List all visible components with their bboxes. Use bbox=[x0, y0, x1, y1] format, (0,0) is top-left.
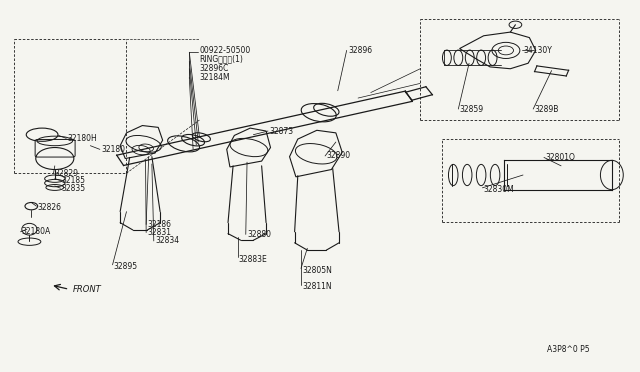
Text: 32180A: 32180A bbox=[22, 227, 51, 236]
Text: 32180H: 32180H bbox=[67, 134, 97, 143]
Text: 32805N: 32805N bbox=[302, 266, 332, 275]
Text: 32896: 32896 bbox=[349, 46, 372, 55]
Text: 32184M: 32184M bbox=[200, 73, 230, 82]
Text: 32873: 32873 bbox=[269, 126, 293, 135]
Text: 34130Y: 34130Y bbox=[523, 46, 552, 55]
Text: 32834: 32834 bbox=[155, 237, 179, 246]
Text: 32890: 32890 bbox=[326, 151, 351, 160]
Text: 32835: 32835 bbox=[62, 184, 86, 193]
Text: 00922-50500: 00922-50500 bbox=[200, 46, 251, 55]
Text: 32883E: 32883E bbox=[239, 255, 268, 264]
Text: 32830M: 32830M bbox=[484, 185, 515, 194]
Text: 32895: 32895 bbox=[114, 262, 138, 271]
Text: 32180: 32180 bbox=[101, 145, 125, 154]
Text: 32831: 32831 bbox=[147, 228, 172, 237]
Text: 32826: 32826 bbox=[38, 203, 61, 212]
Text: RINGリング(1): RINGリング(1) bbox=[200, 54, 243, 63]
Text: 3289B: 3289B bbox=[534, 105, 559, 113]
Text: 32829: 32829 bbox=[55, 169, 79, 178]
Text: 32896C: 32896C bbox=[200, 64, 229, 73]
Text: 32801Q: 32801Q bbox=[545, 153, 575, 162]
Text: A3P8^0 P5: A3P8^0 P5 bbox=[547, 344, 589, 353]
Text: 32859: 32859 bbox=[460, 105, 484, 113]
Text: 32185: 32185 bbox=[62, 176, 86, 185]
Text: 32880: 32880 bbox=[247, 230, 271, 239]
Text: FRONT: FRONT bbox=[72, 285, 101, 294]
Text: 32186: 32186 bbox=[147, 220, 172, 229]
Text: 32811N: 32811N bbox=[302, 282, 332, 291]
